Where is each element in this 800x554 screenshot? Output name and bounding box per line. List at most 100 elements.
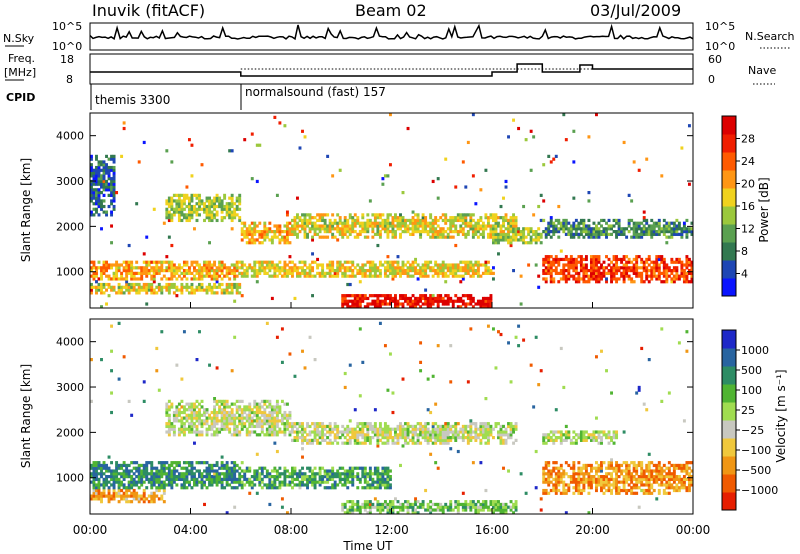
data-cell [466, 140, 470, 145]
data-cell [140, 274, 144, 278]
data-cell [343, 274, 347, 278]
data-cell [177, 402, 181, 406]
data-cell [278, 260, 282, 264]
data-cell [373, 424, 377, 429]
data-cell [215, 469, 219, 473]
data-cell [406, 227, 410, 231]
data-cell [308, 469, 312, 473]
data-cell [426, 377, 430, 381]
data-cell [102, 291, 106, 295]
data-cell [230, 216, 234, 220]
data-cell [100, 177, 103, 181]
data-cell [165, 422, 169, 426]
data-cell [489, 433, 493, 437]
data-cell [338, 232, 342, 236]
data-cell [95, 463, 98, 468]
data-cell [135, 202, 139, 206]
data-cell [494, 213, 498, 217]
data-cell [577, 277, 581, 281]
data-cell [429, 511, 433, 515]
data-cell [361, 427, 365, 431]
data-cell [298, 146, 302, 150]
data-cell [338, 168, 342, 172]
data-cell [346, 441, 350, 445]
data-cell [318, 477, 322, 481]
data-cell [421, 213, 425, 217]
data-cell [549, 260, 553, 264]
data-cell [132, 491, 136, 495]
data-cell [414, 227, 418, 231]
data-cell [667, 266, 671, 270]
data-cell [454, 500, 458, 504]
data-cell [486, 505, 490, 509]
data-cell [283, 477, 287, 481]
data-cell [92, 174, 96, 178]
data-cell [165, 405, 169, 409]
data-cell [454, 274, 458, 278]
data-cell [265, 232, 269, 236]
data-cell [160, 497, 164, 501]
data-cell [198, 461, 201, 465]
data-cell [167, 483, 171, 487]
data-cell [687, 263, 691, 267]
data-cell [341, 430, 345, 434]
data-cell [218, 260, 222, 264]
data-cell [255, 472, 259, 476]
data-cell [203, 260, 206, 264]
data-cell [301, 213, 304, 217]
data-cell [175, 277, 179, 281]
data-cell [652, 221, 656, 225]
data-cell [411, 232, 415, 236]
data-cell [421, 263, 425, 267]
data-cell [358, 327, 362, 331]
data-cell [346, 472, 350, 476]
data-cell [419, 299, 423, 303]
data-cell [456, 218, 460, 223]
data-cell [105, 213, 108, 217]
data-cell [313, 433, 317, 437]
data-cell [235, 463, 239, 468]
data-cell [278, 269, 282, 273]
data-cell [665, 230, 669, 234]
data-cell [265, 227, 269, 231]
data-cell [615, 235, 619, 239]
data-cell [270, 238, 274, 242]
data-cell [265, 235, 269, 239]
data-cell [471, 224, 475, 228]
data-cell [92, 475, 96, 479]
data-cell [451, 266, 455, 270]
data-cell [635, 224, 639, 228]
data-cell [233, 463, 237, 468]
data-cell [90, 399, 93, 403]
data-cell [660, 174, 664, 178]
data-cell [394, 271, 397, 275]
data-cell [388, 224, 392, 228]
data-cell [378, 260, 382, 264]
data-cell [444, 230, 448, 234]
data-cell [220, 282, 224, 287]
data-cell [582, 269, 586, 273]
data-cell [122, 483, 126, 487]
data-cell [182, 461, 186, 465]
data-cell [655, 269, 659, 273]
data-cell [670, 221, 674, 225]
data-cell [642, 232, 646, 236]
data-cell [466, 502, 470, 507]
data-cell [316, 438, 320, 442]
data-cell [245, 230, 249, 234]
data-cell [313, 477, 317, 481]
data-cell [595, 269, 598, 273]
data-cell [562, 271, 566, 275]
data-cell [587, 230, 591, 234]
data-cell [662, 280, 666, 284]
data-cell [313, 486, 317, 490]
data-cell [137, 288, 141, 292]
data-cell [175, 285, 179, 289]
data-cell [228, 430, 232, 434]
data-cell [303, 235, 307, 239]
data-cell [554, 230, 558, 234]
data-cell [142, 266, 146, 270]
data-cell [270, 405, 274, 409]
data-cell [193, 405, 196, 409]
data-cell [97, 196, 101, 200]
